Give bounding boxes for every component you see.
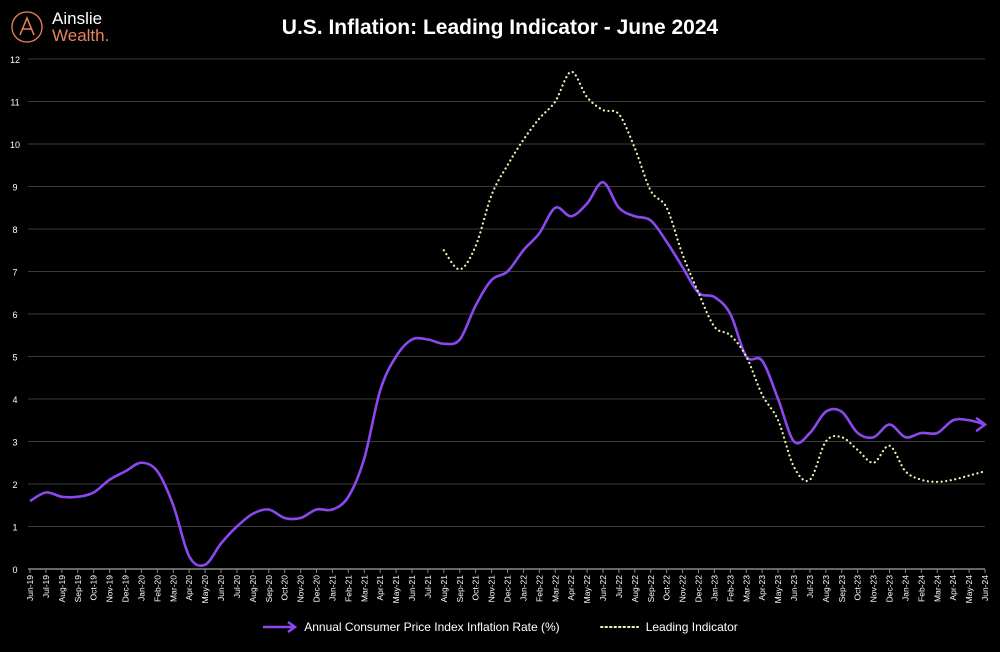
x-tick-label: Oct-22	[662, 575, 672, 601]
arrow-line-icon	[263, 621, 298, 633]
x-tick-label: Aug-20	[248, 575, 258, 603]
x-tick-label: Oct-19	[89, 575, 99, 601]
x-tick-label: Oct-20	[280, 575, 290, 601]
x-tick-label: Sep-21	[455, 575, 465, 603]
brand-logo: Ainslie Wealth.	[10, 10, 109, 44]
y-tick-label: 12	[10, 55, 20, 65]
x-tick-label: Mar-22	[550, 575, 560, 602]
cpi-arrowhead	[975, 417, 988, 432]
brand-dot: .	[104, 26, 110, 45]
y-tick-label: 11	[10, 98, 19, 108]
x-tick-label: Mar-24	[932, 575, 942, 602]
dotted-line-icon	[599, 626, 639, 628]
x-tick-label: May-21	[391, 575, 401, 604]
x-tick-label: Jun-23	[789, 575, 799, 601]
x-tick-label: Jun-20	[216, 575, 226, 601]
x-tick-label: Mar-21	[359, 575, 369, 602]
y-tick-label: 7	[12, 268, 17, 278]
y-tick-label: 8	[12, 225, 17, 235]
brand-name-line1: Ainslie	[52, 9, 103, 28]
x-tick-label: Jun-22	[598, 575, 608, 601]
x-tick-label: Jan-23	[709, 575, 719, 601]
x-tick-label: Mar-23	[741, 575, 751, 602]
x-tick-label: Jun-21	[407, 575, 417, 601]
x-tick-label: May-24	[964, 575, 974, 604]
y-tick-label: 6	[12, 310, 17, 320]
legend-label-cpi: Annual Consumer Price Index Inflation Ra…	[304, 620, 560, 634]
legend: Annual Consumer Price Index Inflation Ra…	[0, 620, 1000, 634]
x-tick-label: Jun-24	[980, 575, 990, 601]
x-tick-label: Oct-23	[853, 575, 863, 601]
x-tick-label: Jan-22	[518, 575, 528, 601]
y-tick-label: 9	[12, 183, 17, 193]
x-tick-label: May-20	[200, 575, 210, 604]
x-tick-label: Mar-20	[168, 575, 178, 602]
x-tick-label: Sep-19	[73, 575, 83, 603]
x-tick-label: Aug-19	[57, 575, 67, 603]
x-tick-label: Jun-19	[25, 575, 35, 601]
x-tick-label: Jul-21	[423, 575, 433, 598]
x-tick-label: Dec-19	[121, 575, 131, 603]
x-tick-label: Oct-21	[471, 575, 481, 601]
x-tick-label: Dec-20	[312, 575, 322, 603]
y-tick-label: 10	[10, 140, 20, 150]
y-tick-label: 2	[12, 480, 17, 490]
legend-label-leading: Leading Indicator	[645, 620, 738, 634]
x-tick-label: Apr-24	[948, 575, 958, 601]
x-tick-label: Jan-21	[327, 575, 337, 601]
x-tick-label: Jul-20	[232, 575, 242, 598]
x-tick-label: Apr-22	[566, 575, 576, 601]
y-tick-label: 4	[12, 395, 17, 405]
y-tick-label: 1	[12, 523, 17, 533]
x-tick-label: Aug-21	[439, 575, 449, 603]
ainslie-a-logo-icon	[11, 11, 43, 43]
brand-name-line2: Wealth	[52, 26, 105, 45]
x-tick-label: Apr-20	[184, 575, 194, 601]
x-tick-label: Sep-20	[264, 575, 274, 603]
x-tick-label: Nov-23	[869, 575, 879, 603]
x-tick-label: Feb-20	[152, 575, 162, 602]
x-tick-label: Feb-21	[343, 575, 353, 602]
cpi-series-line	[29, 180, 986, 568]
y-tick-label: 0	[12, 565, 17, 575]
chart-title: U.S. Inflation: Leading Indicator - June…	[281, 16, 719, 39]
x-tick-label: Jul-19	[41, 575, 51, 598]
x-tick-label: Apr-23	[757, 575, 767, 601]
x-tick-label: Dec-22	[694, 575, 704, 603]
x-tick-label: Feb-22	[534, 575, 544, 602]
x-tick-label: Feb-23	[725, 575, 735, 602]
x-tick-label: Dec-23	[885, 575, 895, 603]
y-tick-label: 5	[12, 353, 17, 363]
x-tick-label: Jan-20	[136, 575, 146, 601]
x-tick-label: Nov-19	[105, 575, 115, 603]
leading-indicator-series-line	[442, 70, 987, 483]
x-tick-label: Jul-23	[805, 575, 815, 598]
x-tick-label: Nov-22	[678, 575, 688, 603]
x-tick-label: Jan-24	[900, 575, 910, 601]
x-tick-label: Feb-24	[916, 575, 926, 602]
y-tick-label: 3	[12, 438, 17, 448]
x-tick-label: Sep-22	[646, 575, 656, 603]
x-tick-label: Dec-21	[503, 575, 513, 603]
legend-item-cpi: Annual Consumer Price Index Inflation Ra…	[262, 620, 560, 634]
x-tick-label: Aug-22	[630, 575, 640, 603]
x-tick-label: Nov-20	[296, 575, 306, 603]
x-tick-label: May-22	[582, 575, 592, 604]
x-tick-label: Sep-23	[837, 575, 847, 603]
x-tick-label: May-23	[773, 575, 783, 604]
x-tick-label: Aug-23	[821, 575, 831, 603]
x-tick-label: Nov-21	[487, 575, 497, 603]
x-tick-label: Apr-21	[375, 575, 385, 601]
legend-item-leading: Leading Indicator	[599, 620, 738, 634]
x-tick-label: Jul-22	[614, 575, 624, 598]
